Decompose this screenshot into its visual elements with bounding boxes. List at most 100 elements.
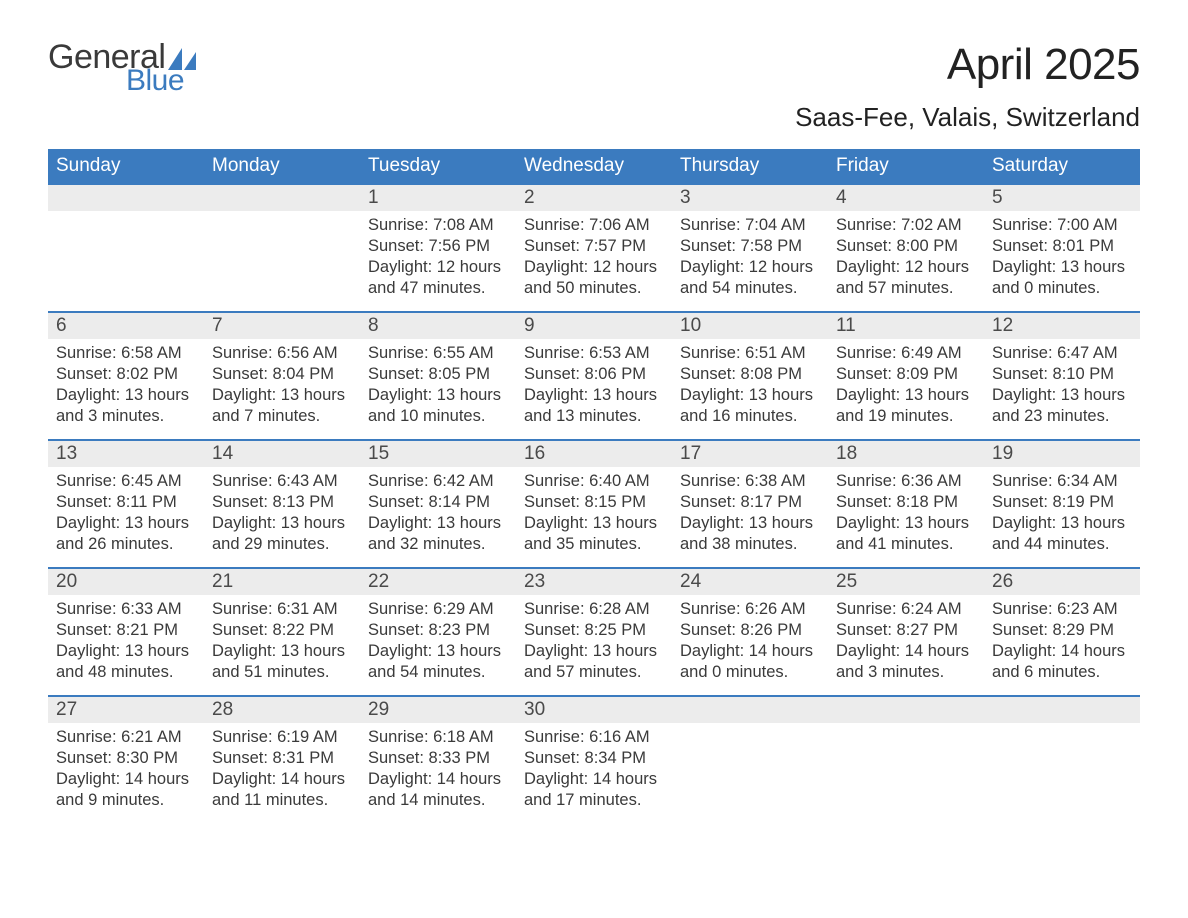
daylight-line: Daylight: 14 hours and 9 minutes. [56,769,196,811]
day-number: 29 [360,697,516,723]
sunset-line: Sunset: 8:26 PM [680,620,820,641]
day-detail: Sunrise: 6:38 AMSunset: 8:17 PMDaylight:… [672,467,828,563]
daylight-line: Daylight: 13 hours and 0 minutes. [992,257,1132,299]
day-number: 11 [828,313,984,339]
day-number: 10 [672,313,828,339]
day-number: 20 [48,569,204,595]
daylight-line: Daylight: 13 hours and 23 minutes. [992,385,1132,427]
day-number: 7 [204,313,360,339]
sunset-line: Sunset: 7:58 PM [680,236,820,257]
calendar-week-row: 1Sunrise: 7:08 AMSunset: 7:56 PMDaylight… [48,184,1140,312]
day-number: 17 [672,441,828,467]
day-detail: Sunrise: 6:31 AMSunset: 8:22 PMDaylight:… [204,595,360,691]
calendar-day-cell: 25Sunrise: 6:24 AMSunset: 8:27 PMDayligh… [828,568,984,696]
header: General Blue April 2025 Saas-Fee, Valais… [48,40,1140,143]
sunset-line: Sunset: 7:56 PM [368,236,508,257]
day-number: 8 [360,313,516,339]
day-detail: Sunrise: 6:40 AMSunset: 8:15 PMDaylight:… [516,467,672,563]
daylight-line: Daylight: 12 hours and 47 minutes. [368,257,508,299]
calendar-day-cell: 21Sunrise: 6:31 AMSunset: 8:22 PMDayligh… [204,568,360,696]
daylight-line: Daylight: 13 hours and 3 minutes. [56,385,196,427]
calendar-day-cell: 5Sunrise: 7:00 AMSunset: 8:01 PMDaylight… [984,184,1140,312]
sunrise-line: Sunrise: 6:34 AM [992,471,1132,492]
day-detail: Sunrise: 6:29 AMSunset: 8:23 PMDaylight:… [360,595,516,691]
day-detail: Sunrise: 7:00 AMSunset: 8:01 PMDaylight:… [984,211,1140,307]
day-number: 18 [828,441,984,467]
sunset-line: Sunset: 8:05 PM [368,364,508,385]
calendar-day-cell: 4Sunrise: 7:02 AMSunset: 8:00 PMDaylight… [828,184,984,312]
daylight-line: Daylight: 14 hours and 6 minutes. [992,641,1132,683]
calendar-day-cell: 30Sunrise: 6:16 AMSunset: 8:34 PMDayligh… [516,696,672,824]
sunset-line: Sunset: 8:01 PM [992,236,1132,257]
weekday-header-row: SundayMondayTuesdayWednesdayThursdayFrid… [48,149,1140,184]
day-number: 21 [204,569,360,595]
calendar-day-cell [204,184,360,312]
calendar-day-cell: 27Sunrise: 6:21 AMSunset: 8:30 PMDayligh… [48,696,204,824]
logo: General Blue [48,40,196,96]
sunset-line: Sunset: 8:11 PM [56,492,196,513]
calendar-day-cell: 28Sunrise: 6:19 AMSunset: 8:31 PMDayligh… [204,696,360,824]
daylight-line: Daylight: 12 hours and 57 minutes. [836,257,976,299]
day-detail: Sunrise: 6:26 AMSunset: 8:26 PMDaylight:… [672,595,828,691]
sunrise-line: Sunrise: 6:19 AM [212,727,352,748]
day-detail: Sunrise: 6:24 AMSunset: 8:27 PMDaylight:… [828,595,984,691]
day-number: 16 [516,441,672,467]
sunrise-line: Sunrise: 7:04 AM [680,215,820,236]
daylight-line: Daylight: 13 hours and 10 minutes. [368,385,508,427]
daylight-line: Daylight: 13 hours and 38 minutes. [680,513,820,555]
sunset-line: Sunset: 8:34 PM [524,748,664,769]
calendar-day-cell: 22Sunrise: 6:29 AMSunset: 8:23 PMDayligh… [360,568,516,696]
day-detail: Sunrise: 6:55 AMSunset: 8:05 PMDaylight:… [360,339,516,435]
calendar-day-cell: 10Sunrise: 6:51 AMSunset: 8:08 PMDayligh… [672,312,828,440]
calendar-table: SundayMondayTuesdayWednesdayThursdayFrid… [48,149,1140,824]
day-detail: Sunrise: 6:56 AMSunset: 8:04 PMDaylight:… [204,339,360,435]
daylight-line: Daylight: 13 hours and 57 minutes. [524,641,664,683]
sunrise-line: Sunrise: 7:02 AM [836,215,976,236]
calendar-day-cell: 17Sunrise: 6:38 AMSunset: 8:17 PMDayligh… [672,440,828,568]
calendar-week-row: 13 Sunrise: 6:45 AMSunset: 8:11 PM Dayligh… [48,440,1140,568]
daylight-line: Daylight: 12 hours and 54 minutes. [680,257,820,299]
calendar-week-row: 27Sunrise: 6:21 AMSunset: 8:30 PMDayligh… [48,696,1140,824]
sunset-line: Sunset: 8:17 PM [680,492,820,513]
calendar-day-cell: 16Sunrise: 6:40 AMSunset: 8:15 PMDayligh… [516,440,672,568]
day-detail: Sunrise: 6:49 AMSunset: 8:09 PMDaylight:… [828,339,984,435]
calendar-day-cell: 14Sunrise: 6:43 AMSunset: 8:13 PMDayligh… [204,440,360,568]
sunrise-line: Sunrise: 6:45 AM [56,471,196,492]
calendar-day-cell: 23Sunrise: 6:28 AMSunset: 8:25 PMDayligh… [516,568,672,696]
day-detail: Sunrise: 6:58 AMSunset: 8:02 PMDaylight:… [48,339,204,435]
calendar-day-cell: 2Sunrise: 7:06 AMSunset: 7:57 PMDaylight… [516,184,672,312]
day-detail: Sunrise: 6:28 AMSunset: 8:25 PMDaylight:… [516,595,672,691]
day-detail: Sunrise: 7:06 AMSunset: 7:57 PMDaylight:… [516,211,672,307]
sunset-line: Sunset: 8:18 PM [836,492,976,513]
sunrise-line: Sunrise: 6:43 AM [212,471,352,492]
calendar-day-cell: 1Sunrise: 7:08 AMSunset: 7:56 PMDaylight… [360,184,516,312]
sunrise-line: Sunrise: 6:51 AM [680,343,820,364]
day-detail: Sunrise: 6:19 AMSunset: 8:31 PMDaylight:… [204,723,360,819]
sunset-line: Sunset: 8:19 PM [992,492,1132,513]
day-number [48,185,204,211]
day-detail: Sunrise: 6:16 AMSunset: 8:34 PMDaylight:… [516,723,672,819]
logo-word-blue: Blue [126,66,184,96]
sunrise-line: Sunrise: 6:40 AM [524,471,664,492]
sunset-line: Sunset: 8:29 PM [992,620,1132,641]
sunrise-line: Sunrise: 6:29 AM [368,599,508,620]
daylight-line: Daylight: 13 hours and 19 minutes. [836,385,976,427]
calendar-day-cell: 26Sunrise: 6:23 AMSunset: 8:29 PMDayligh… [984,568,1140,696]
day-number [828,697,984,723]
daylight-line: Daylight: 13 hours and 16 minutes. [680,385,820,427]
day-number: 26 [984,569,1140,595]
sunrise-line: Sunrise: 6:58 AM [56,343,196,364]
day-number: 19 [984,441,1140,467]
day-number: 13 [48,441,204,467]
day-detail: Sunrise: 6:47 AMSunset: 8:10 PMDaylight:… [984,339,1140,435]
sunset-line: Sunset: 8:33 PM [368,748,508,769]
day-number: 1 [360,185,516,211]
sunset-line: Sunset: 8:21 PM [56,620,196,641]
day-number: 12 [984,313,1140,339]
sunset-line: Sunset: 8:25 PM [524,620,664,641]
day-number: 22 [360,569,516,595]
sunrise-line: Sunrise: 7:06 AM [524,215,664,236]
month-title: April 2025 [795,40,1140,90]
calendar-week-row: 20Sunrise: 6:33 AMSunset: 8:21 PMDayligh… [48,568,1140,696]
day-detail: Sunrise: 6:36 AMSunset: 8:18 PMDaylight:… [828,467,984,563]
